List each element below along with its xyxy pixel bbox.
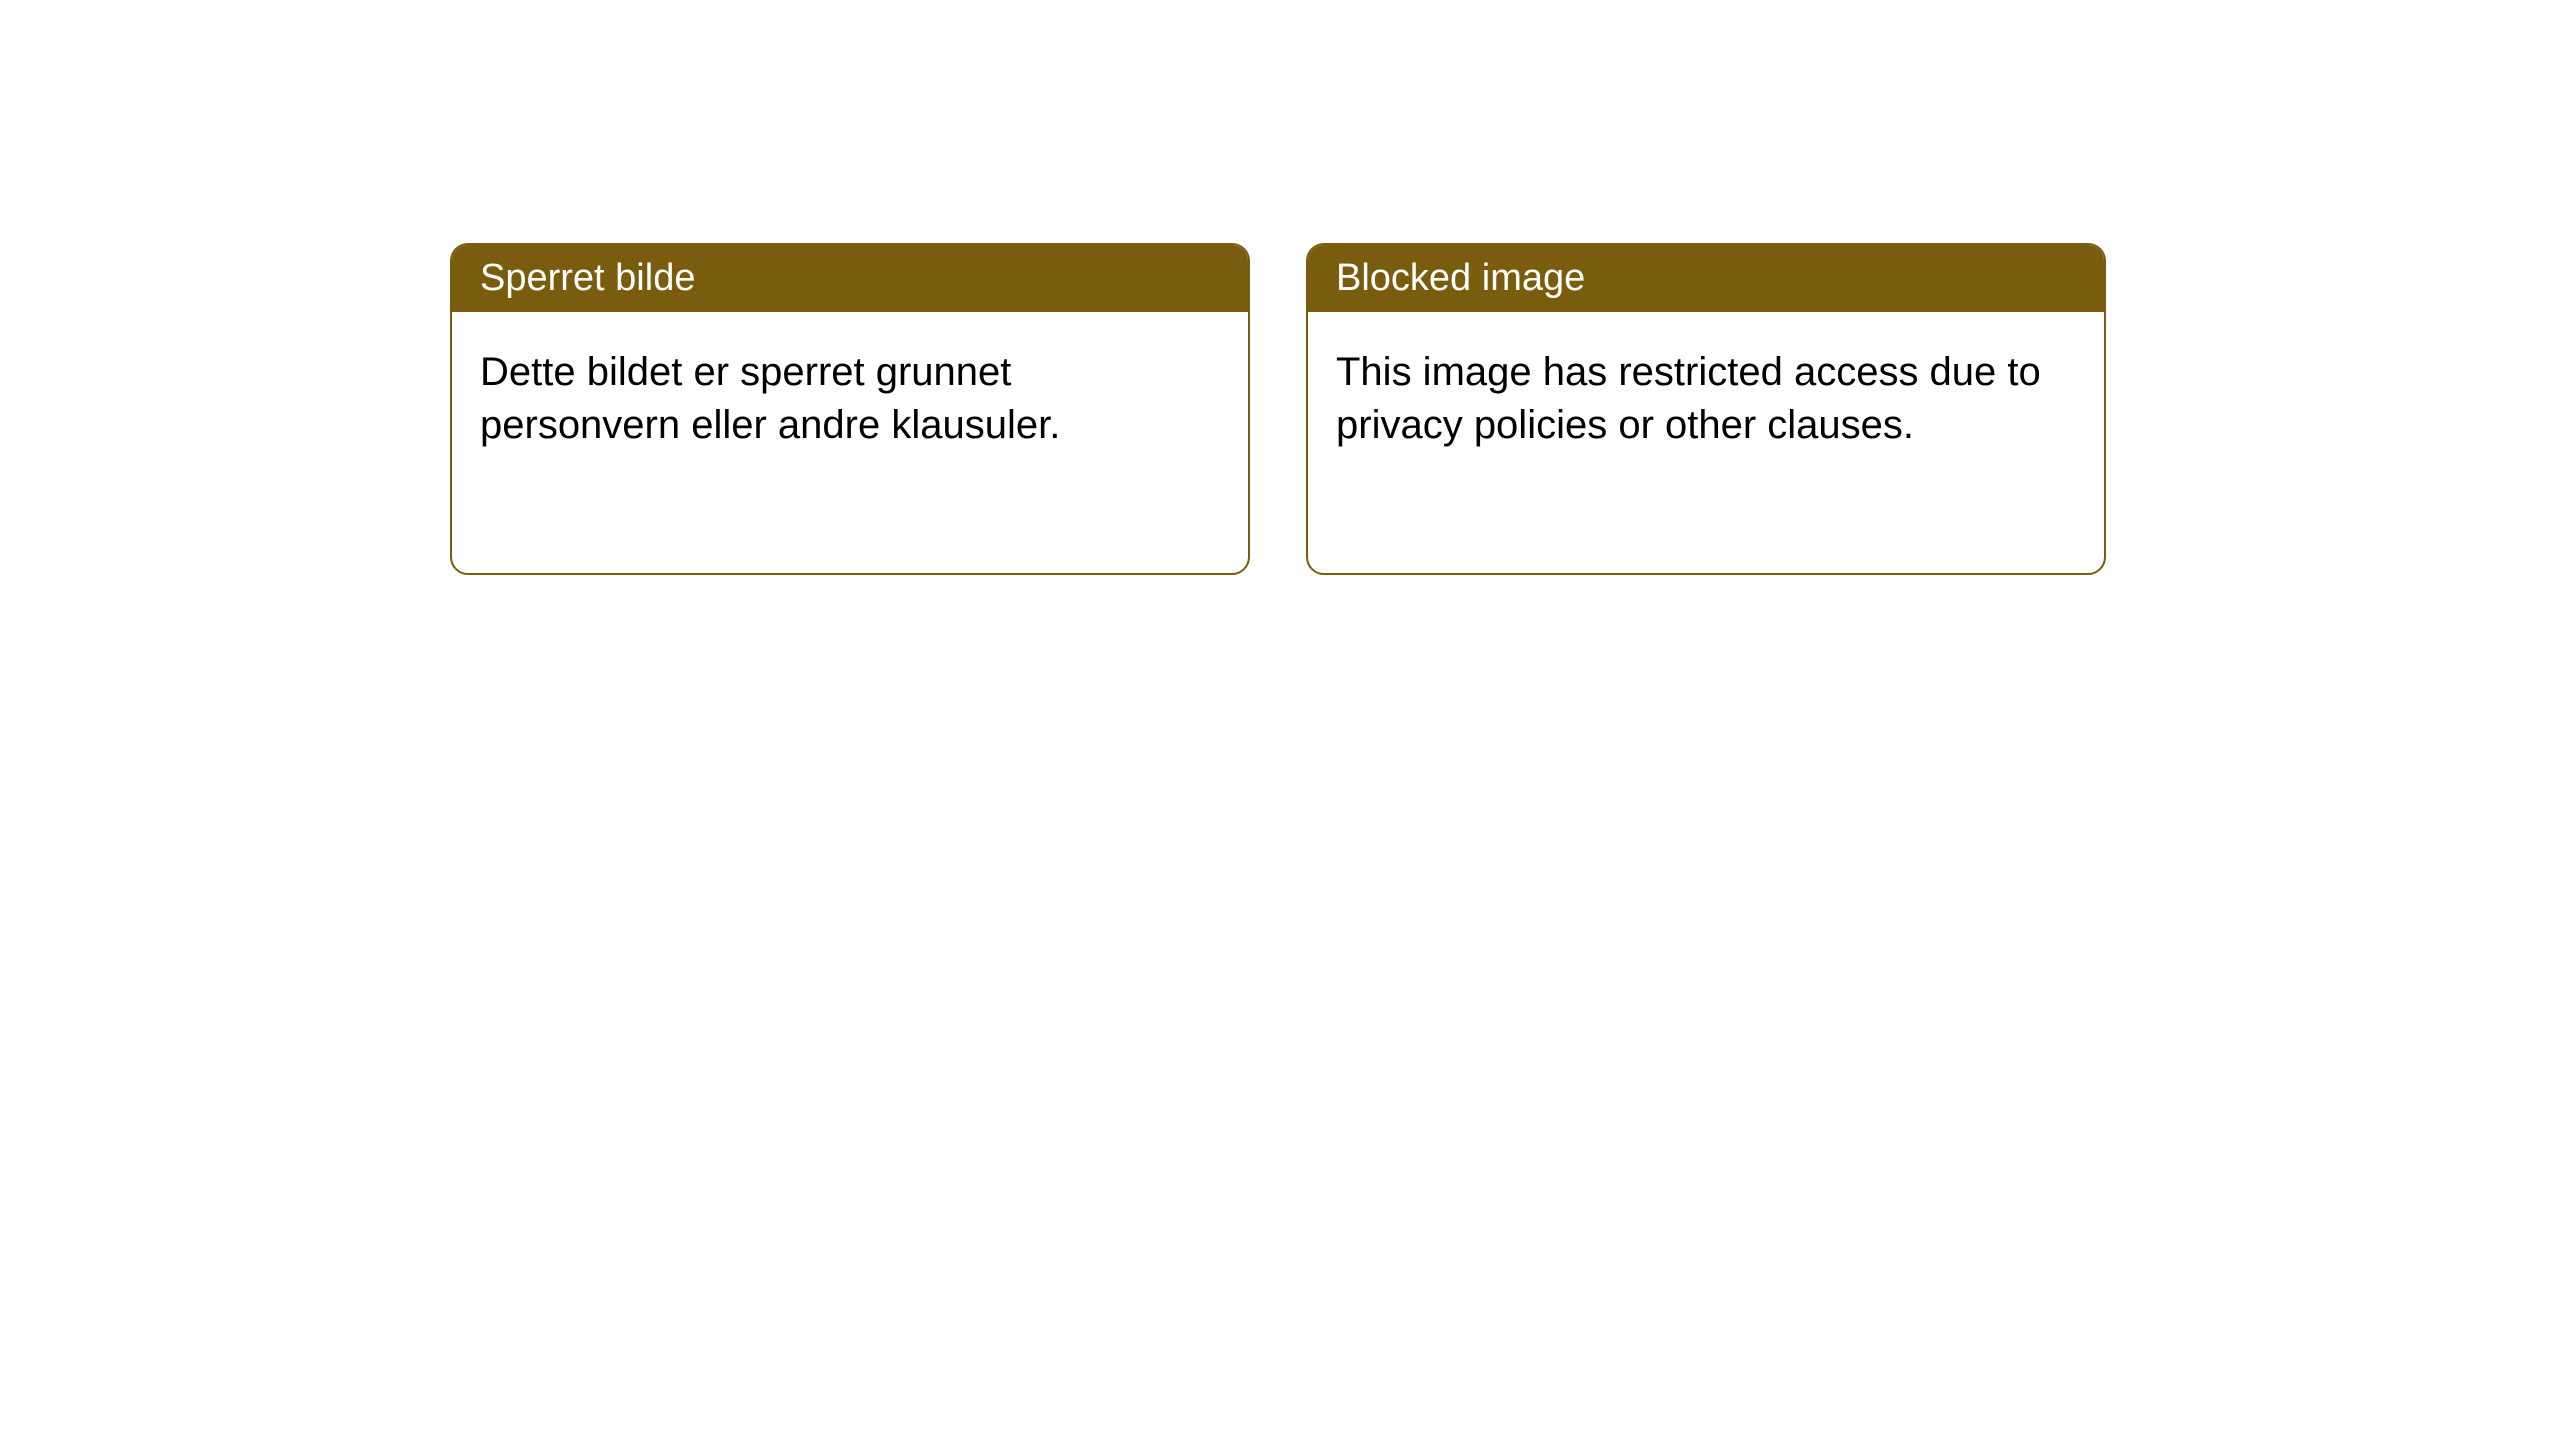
notice-card-norwegian: Sperret bilde Dette bildet er sperret gr…	[450, 243, 1250, 575]
notice-card-english: Blocked image This image has restricted …	[1306, 243, 2106, 575]
notice-container: Sperret bilde Dette bildet er sperret gr…	[0, 0, 2560, 575]
notice-title: Blocked image	[1308, 245, 2104, 312]
notice-body: This image has restricted access due to …	[1308, 312, 2104, 486]
notice-title: Sperret bilde	[452, 245, 1248, 312]
notice-body: Dette bildet er sperret grunnet personve…	[452, 312, 1248, 486]
